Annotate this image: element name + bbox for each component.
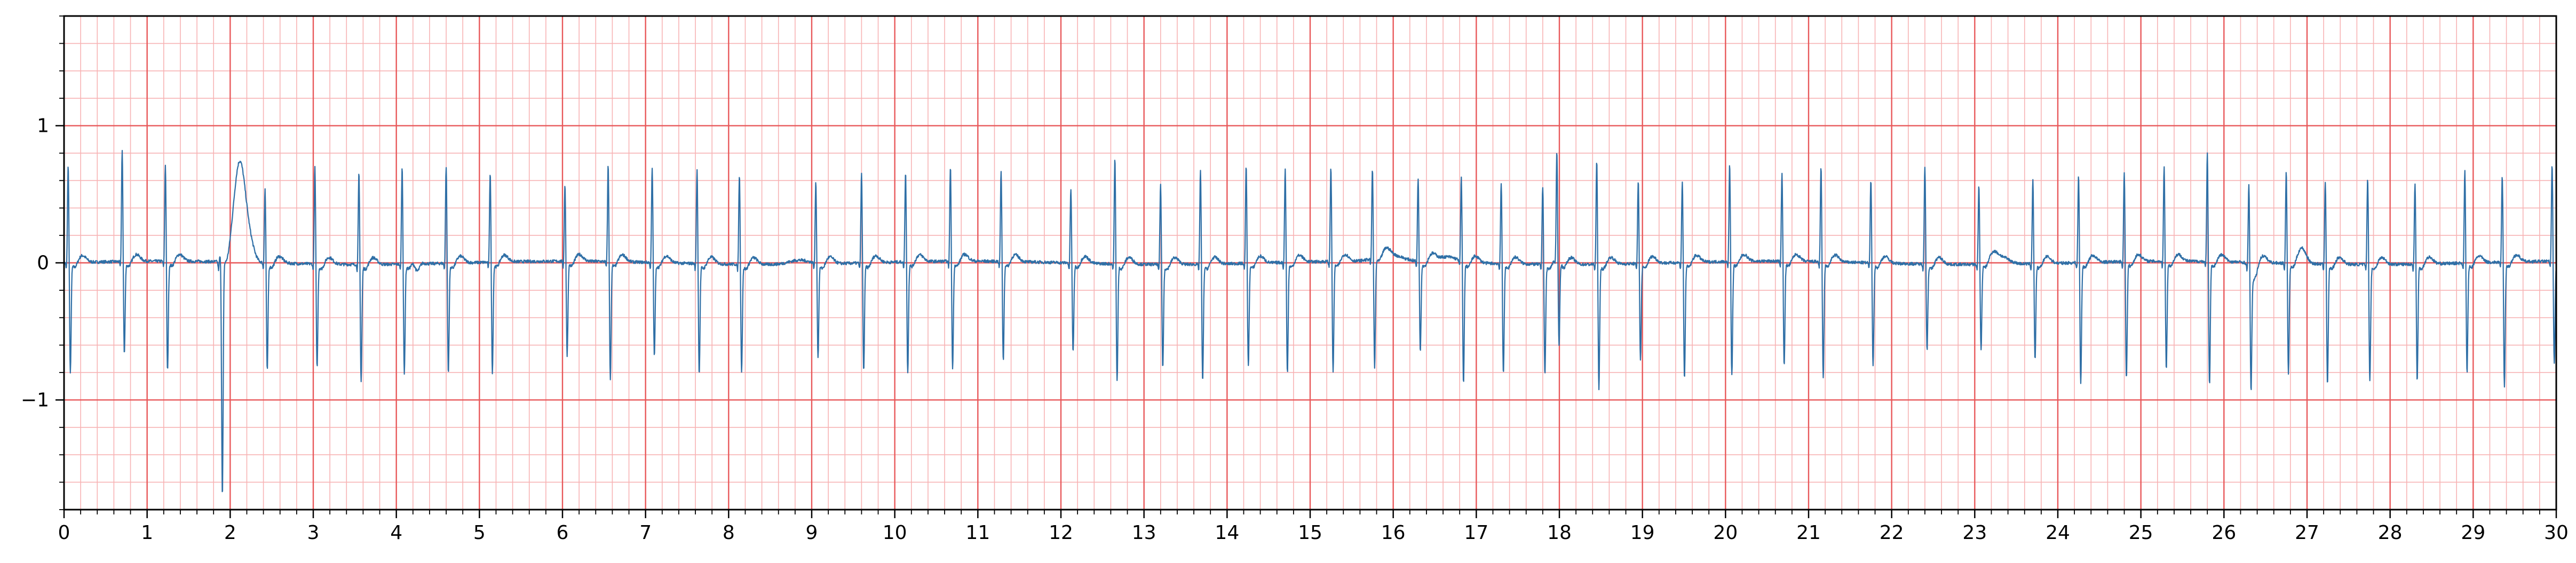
x-tick-label: 8 xyxy=(723,522,735,544)
x-tick-label: 17 xyxy=(1464,522,1488,544)
x-tick-label: 24 xyxy=(2046,522,2070,544)
x-tick-label: 12 xyxy=(1049,522,1073,544)
x-tick-label: 7 xyxy=(639,522,652,544)
x-tick-label: 2 xyxy=(224,522,236,544)
ecg-trace-line xyxy=(63,149,2557,493)
x-tick-label: 14 xyxy=(1215,522,1239,544)
x-tick-label: 1 xyxy=(141,522,153,544)
x-tick-label: 0 xyxy=(58,522,70,544)
x-tick-label: 21 xyxy=(1796,522,1821,544)
ecg-trace-layer xyxy=(63,149,2557,493)
x-axis: 0 1 2 3 4 5 6 7 8 9 10 11 12 13 14 15 16 17 18 19 20 21 22 23 24… xyxy=(58,510,2569,544)
x-tick-label: 20 xyxy=(1713,522,1738,544)
x-tick-label: 13 xyxy=(1132,522,1156,544)
x-tick-label: 28 xyxy=(2378,522,2403,544)
x-tick-label: 3 xyxy=(307,522,320,544)
x-tick-label: 22 xyxy=(1880,522,1904,544)
x-tick-label: 15 xyxy=(1298,522,1322,544)
y-axis: 1 0 −1 xyxy=(21,15,64,510)
x-tick-label: 6 xyxy=(557,522,569,544)
x-tick-label: 5 xyxy=(473,522,486,544)
y-tick-label: 0 xyxy=(37,252,49,274)
x-tick-label: 23 xyxy=(1962,522,1987,544)
x-tick-label: 19 xyxy=(1630,522,1655,544)
x-tick-label: 11 xyxy=(965,522,990,544)
x-tick-label: 25 xyxy=(2129,522,2153,544)
y-tick-label: −1 xyxy=(21,389,49,411)
x-tick-label: 9 xyxy=(806,522,818,544)
x-tick-label: 10 xyxy=(883,522,907,544)
x-tick-label: 30 xyxy=(2544,522,2569,544)
x-tick-label: 16 xyxy=(1381,522,1406,544)
x-tick-label: 18 xyxy=(1547,522,1572,544)
x-tick-label: 26 xyxy=(2212,522,2236,544)
x-tick-label: 29 xyxy=(2461,522,2485,544)
x-tick-label: 4 xyxy=(390,522,402,544)
y-tick-label: 1 xyxy=(37,115,49,137)
x-tick-label: 27 xyxy=(2295,522,2319,544)
